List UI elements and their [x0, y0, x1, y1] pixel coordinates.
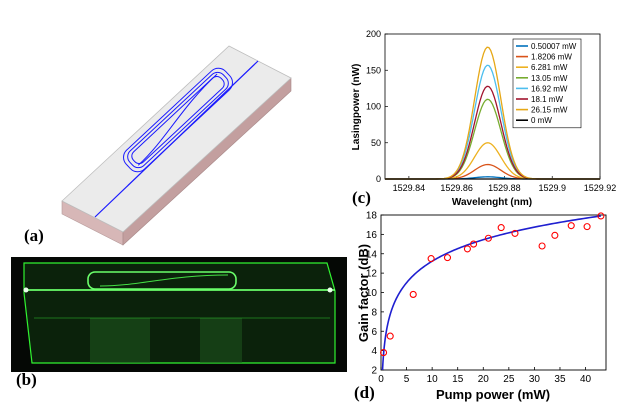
gain-data-point	[386, 332, 394, 340]
chart-d-x-tick-label: 15	[452, 374, 464, 385]
chart-c-y-tick-label: 50	[371, 138, 381, 148]
glow-ring-crossing	[99, 274, 229, 287]
chart-d-x-tick-label: 10	[427, 374, 439, 385]
chart-d-y-tick-label: 16	[366, 230, 378, 241]
chart-d-y-tick-label: 8	[371, 307, 377, 318]
gain-fit-curve	[381, 215, 602, 371]
chart-c-x-tick-label: 1529.9	[538, 183, 566, 193]
chart-d-x-tick-label: 30	[529, 374, 541, 385]
legend-entry-label: 26.15 mW	[531, 106, 568, 115]
chart-c-y-tick-label: 200	[366, 29, 381, 39]
gain-data-point	[484, 234, 492, 242]
chart-d-y-axis-label: Gain factor (dB)	[356, 244, 371, 342]
chart-c-y-axis-label: Lasingpower (nW)	[351, 64, 362, 151]
gain-data-point	[409, 290, 417, 298]
gain-data-point	[380, 349, 388, 357]
glow-region-left	[90, 318, 150, 363]
panel-label-d: (d)	[354, 383, 375, 402]
ring-crossing-waveguide	[137, 73, 218, 166]
chart-d-y-tick-label: 6	[371, 327, 377, 338]
chart-d-plot-frame	[380, 214, 607, 371]
gain-data-point	[470, 240, 478, 248]
gain-data-point	[427, 255, 435, 263]
chart-d-x-tick-label: 20	[478, 374, 490, 385]
chart-d-x-tick-label: 5	[404, 374, 410, 385]
chart-c-x-tick-label: 1529.86	[440, 183, 473, 193]
chart-d-x-tick-label: 40	[580, 374, 592, 385]
gain-data-point	[443, 254, 452, 262]
gain-data-point	[567, 222, 575, 230]
chart-c-x-axis-label: Wavelenght (nm)	[452, 197, 532, 208]
chart-c-y-tick-label: 100	[366, 102, 381, 112]
chart-c-y-tick-label: 0	[376, 174, 381, 184]
glow-input-spot	[23, 287, 29, 293]
legend-entry-label: 1.8206 mW	[531, 53, 572, 62]
legend-entry-label: 13.05 mW	[531, 74, 568, 83]
chart-c-x-tick-label: 1529.84	[393, 183, 426, 193]
chart-d-y-tick-label: 12	[366, 269, 378, 280]
legend-entry-label: 18.1 mW	[531, 95, 563, 104]
legend-entry-label: 0 mW	[531, 116, 552, 125]
legend-entry-label: 6.281 mW	[531, 63, 568, 72]
chart-d-y-tick-label: 2	[371, 366, 377, 377]
chart-d-y-tick-label: 10	[366, 288, 378, 299]
chart-d-x-axis-label: Pump power (mW)	[436, 387, 550, 402]
legend-entry-label: 16.92 mW	[531, 84, 568, 93]
chart-d-y-tick-label: 18	[366, 211, 378, 222]
chart-d-x-tick-label: 35	[554, 374, 566, 385]
gain-data-point	[583, 223, 591, 231]
chart-d-y-tick-label: 14	[366, 249, 378, 260]
chart-d-x-tick-label: 25	[503, 374, 515, 385]
glow-racetrack-ring	[87, 271, 237, 290]
glow-region-right	[200, 318, 242, 363]
gain-data-point	[497, 224, 505, 232]
chart-c-x-tick-label: 1529.92	[584, 183, 617, 193]
gain-data-point	[597, 212, 605, 220]
chart-c-x-tick-label: 1529.88	[488, 183, 521, 193]
gain-data-point	[511, 229, 519, 237]
gain-data-point	[463, 245, 471, 253]
panel-label-a: (a)	[24, 226, 44, 245]
chart-c-legend-box	[512, 38, 582, 129]
legend-entry-label: 0.50007 mW	[531, 42, 577, 51]
chart-d-x-tick-label: 0	[378, 374, 384, 385]
chart-d-y-tick-label: 4	[371, 346, 377, 357]
racetrack-ring-inner	[131, 75, 225, 165]
panel-label-b: (b)	[16, 370, 37, 389]
racetrack-ring-middle	[127, 71, 229, 169]
gain-data-point	[551, 231, 559, 239]
racetrack-ring-outer	[123, 67, 233, 173]
chart-c-y-tick-label: 150	[366, 65, 381, 75]
gain-data-point	[538, 242, 546, 250]
glow-output-spot	[327, 287, 333, 293]
panel-label-c: (c)	[352, 188, 371, 207]
